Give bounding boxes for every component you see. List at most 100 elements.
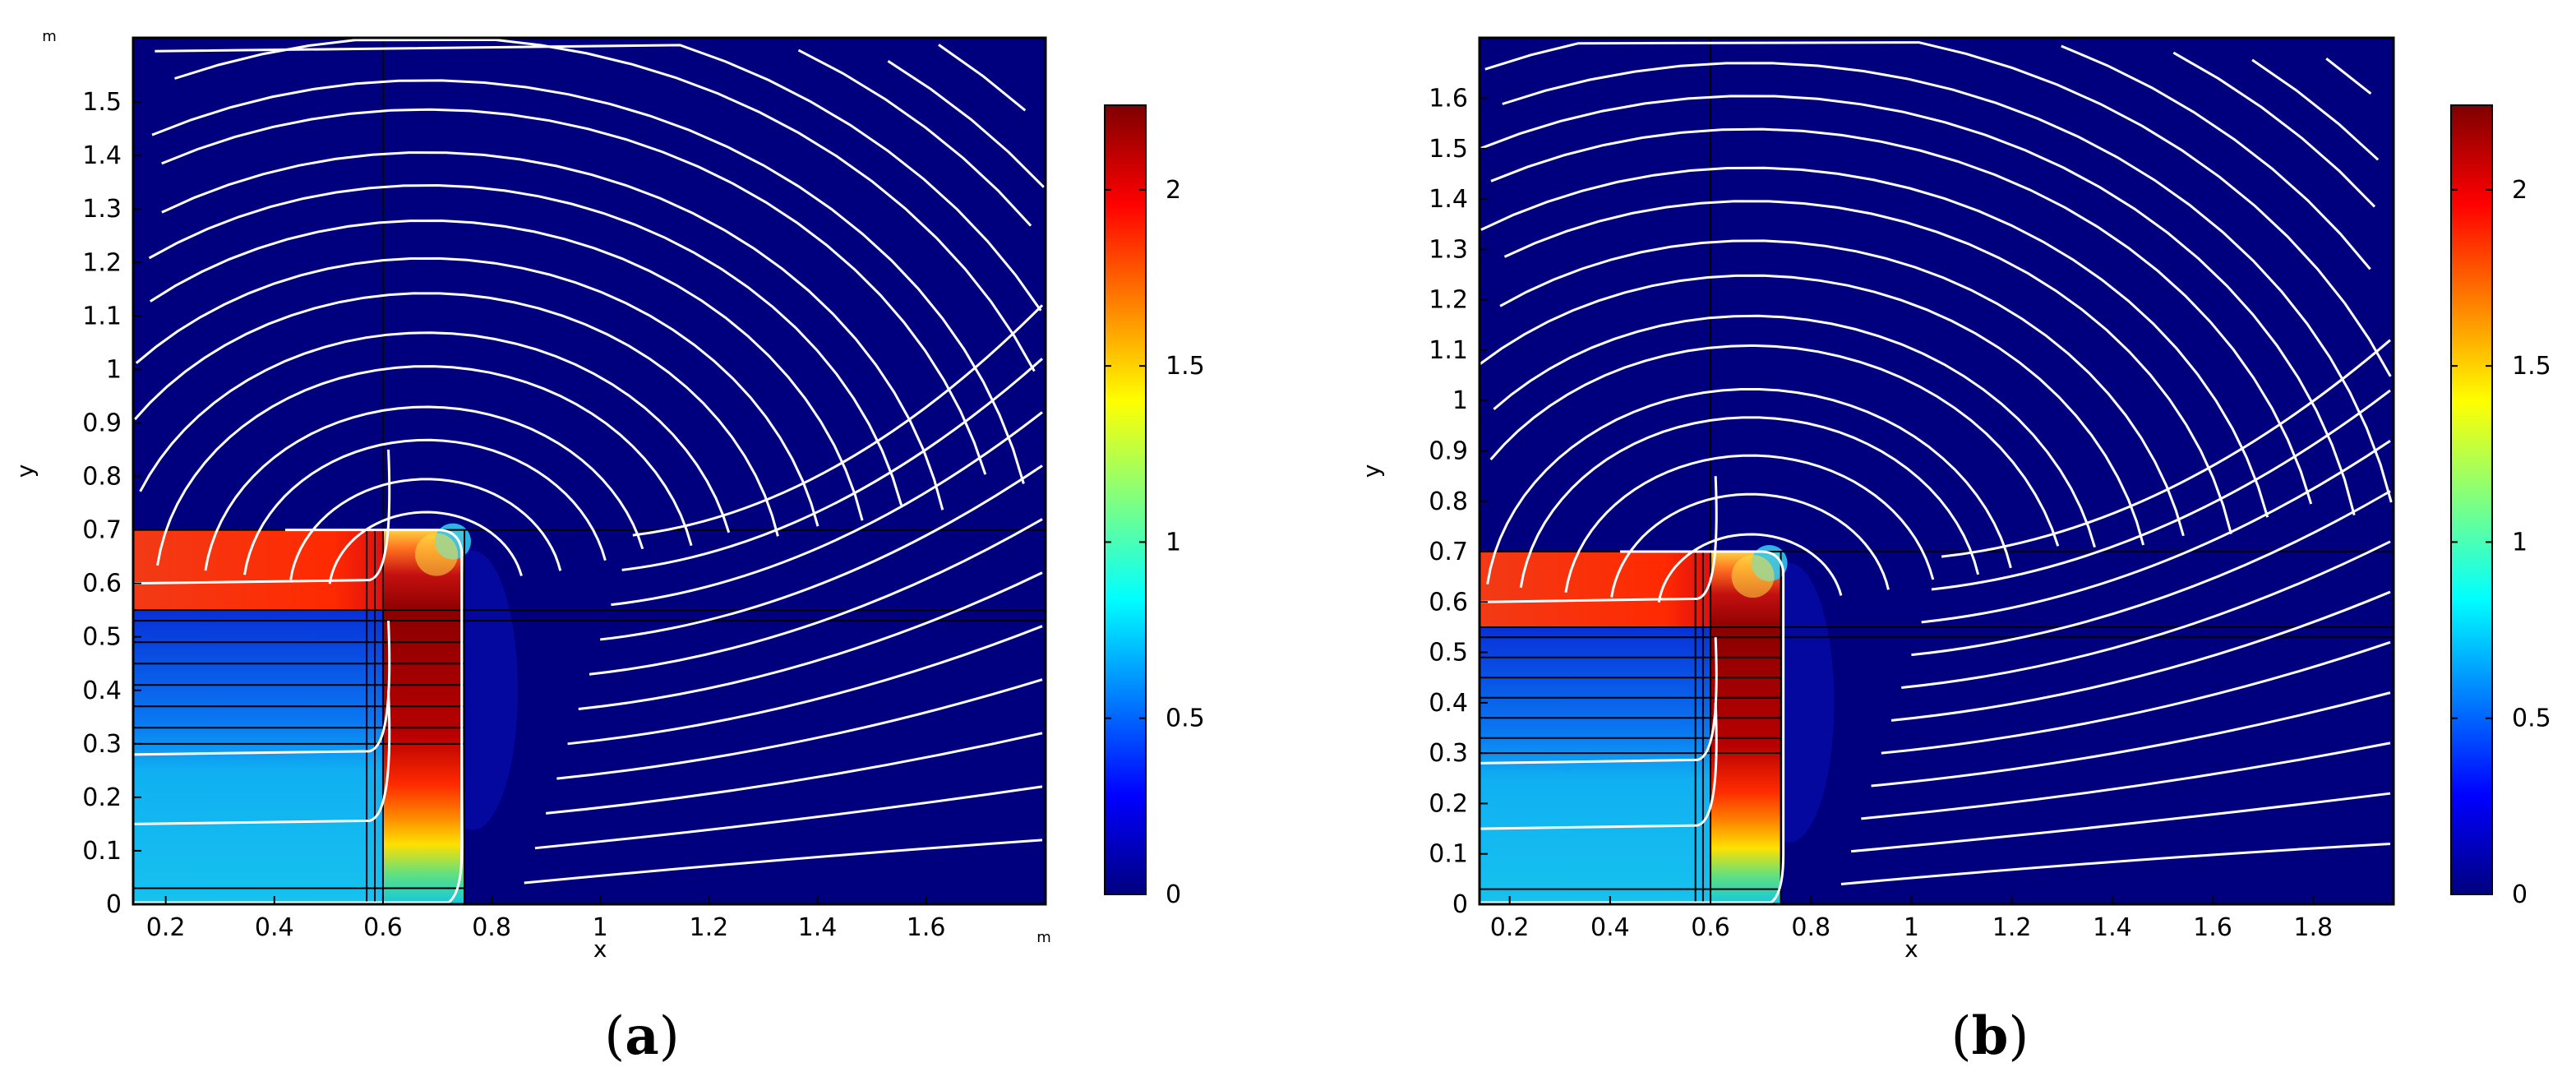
coil-region	[1480, 626, 1711, 904]
y-tick-label: 1.2	[82, 248, 122, 277]
streamline	[1840, 842, 2391, 885]
coil-region	[133, 610, 383, 904]
x-tick-label: 0.4	[255, 913, 294, 942]
streamline	[2251, 58, 2380, 161]
y-tick-label: 1.1	[82, 302, 122, 330]
streamline	[204, 405, 644, 571]
y-tick-label: 0	[106, 890, 122, 919]
streamline	[1850, 792, 2391, 853]
x-tick-label: 0.4	[1590, 913, 1630, 942]
streamline	[1479, 637, 1718, 765]
streamline	[2325, 58, 2372, 95]
streamline	[1479, 702, 1718, 830]
y-tick-label: 0	[1452, 890, 1468, 919]
streamline	[1493, 314, 2096, 548]
y-tick-label: 0.7	[1429, 538, 1468, 566]
core-yoke-region	[1480, 552, 1711, 627]
streamline	[132, 621, 391, 756]
x-axis-label: x	[593, 935, 607, 963]
streamline	[600, 464, 1043, 641]
colorbar-tick-label: 1.5	[1166, 352, 1205, 381]
plot-frame	[132, 36, 1047, 906]
streamline	[1564, 454, 1935, 593]
panel-label-paren: )	[659, 1006, 680, 1067]
colorbar-tick-label: 0	[1166, 880, 1181, 909]
y-tick-label: 1.5	[1429, 135, 1468, 164]
streamline	[1519, 416, 1980, 589]
colorbar-tick-label: 2	[2512, 176, 2528, 205]
streamline	[151, 79, 1025, 484]
streamlines	[132, 38, 1045, 904]
y-axis-label: y	[1358, 464, 1385, 478]
x-tick-label: 1.4	[2093, 913, 2132, 942]
streamlines	[1479, 41, 2393, 904]
corner-highlight	[1731, 555, 1775, 598]
y-tick-label: 1.4	[82, 141, 122, 170]
y-tick-label: 0.1	[82, 837, 122, 866]
streamline	[155, 44, 1042, 312]
colorbar-tick-label: 0.5	[1166, 704, 1205, 733]
streamline	[1931, 389, 2391, 591]
streamline	[1901, 540, 2391, 689]
y-tick-label: 1.2	[1429, 286, 1468, 315]
streamline	[132, 690, 391, 825]
x-tick-label: 1.2	[689, 913, 728, 942]
y-tick-label: 0.3	[82, 730, 122, 759]
colorbar-tick-label: 1	[2512, 528, 2528, 557]
x-tick-label: 1.2	[1992, 913, 2032, 942]
streamline	[1861, 741, 2391, 820]
streamline	[1502, 62, 2393, 503]
streamline	[589, 518, 1043, 676]
streamline	[632, 304, 1044, 537]
colorbar-tick-label: 0	[2512, 880, 2528, 909]
streamline	[161, 151, 944, 510]
streamline	[150, 219, 864, 521]
streamline	[887, 59, 1045, 188]
y-tick-label: 1.1	[1429, 336, 1468, 365]
y-tick-label: 0.3	[1429, 739, 1468, 768]
panel-b: 0.2 0.4 0.6 0.8 1 1.2 1.4 1.6 1.8 0 0.1 0.2 0.3 0.4 0.…	[1358, 36, 2551, 1067]
y-tick-label: 1.3	[82, 195, 122, 224]
plot-frame	[1478, 36, 2395, 906]
colorbar	[1104, 104, 1147, 895]
x-tick-label: 1.4	[798, 913, 838, 942]
panel-label-letter: b	[1972, 1005, 2009, 1067]
streamline	[1486, 388, 2012, 584]
streamline	[1871, 691, 2391, 788]
streamline	[524, 838, 1043, 885]
y-tick-label: 1.5	[82, 88, 122, 117]
panel-label-letter: a	[625, 1005, 658, 1067]
streamline	[1911, 490, 2391, 657]
panel-a: 0.2 0.4 0.6 0.8 1 1.2 1.4 1.6 0 0.1 0.2 0.3 0.4 0.5 0.…	[12, 28, 1205, 1067]
streamline	[567, 625, 1043, 746]
panel-label-paren: )	[2008, 1006, 2029, 1067]
streamline	[545, 732, 1043, 815]
streamline	[1489, 344, 2060, 547]
y-tick-label: 0.2	[1429, 789, 1468, 818]
streamline	[174, 38, 1036, 372]
streamline	[1941, 339, 2391, 558]
x-tick-label: 0.8	[472, 913, 511, 942]
streamline	[1480, 550, 1785, 904]
streamline	[243, 438, 607, 575]
y-axis-label: y	[12, 464, 39, 478]
y-tick-label: 0.5	[1429, 639, 1468, 668]
y-tick-label: 0.8	[82, 463, 122, 492]
streamline	[578, 571, 1043, 711]
y-tick-label: 0.6	[1429, 588, 1468, 617]
streamline	[2061, 44, 2371, 270]
x-tick-label: 0.6	[1691, 913, 1730, 942]
x-tick-label: 0.2	[1490, 913, 1530, 942]
y-tick-label: 0.9	[82, 409, 122, 437]
y-tick-label: 0.9	[1429, 437, 1468, 465]
core-leg-region	[382, 529, 465, 904]
y-unit-label: m	[42, 28, 57, 45]
streamline	[156, 365, 693, 566]
streamline	[1479, 274, 2145, 546]
x-unit-label: m	[1036, 929, 1051, 946]
x-tick-label: 1	[1904, 913, 1919, 942]
core-yoke-region	[133, 529, 383, 611]
y-tick-label: 0.1	[1429, 840, 1468, 869]
x-tick-label: 0.8	[1791, 913, 1830, 942]
